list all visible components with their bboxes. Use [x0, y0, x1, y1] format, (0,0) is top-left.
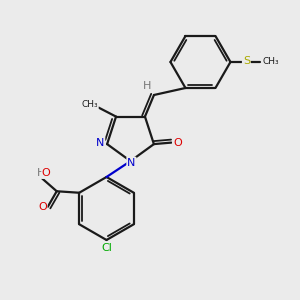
Text: Cl: Cl — [101, 243, 112, 254]
Text: N: N — [127, 158, 136, 168]
Text: N: N — [96, 138, 104, 148]
Text: O: O — [42, 168, 51, 178]
Text: H: H — [37, 168, 45, 178]
Text: S: S — [243, 56, 250, 66]
Text: CH₃: CH₃ — [262, 57, 279, 66]
Text: O: O — [173, 138, 182, 148]
Text: CH₃: CH₃ — [81, 100, 98, 109]
Text: O: O — [38, 202, 47, 212]
Text: H: H — [143, 81, 152, 91]
